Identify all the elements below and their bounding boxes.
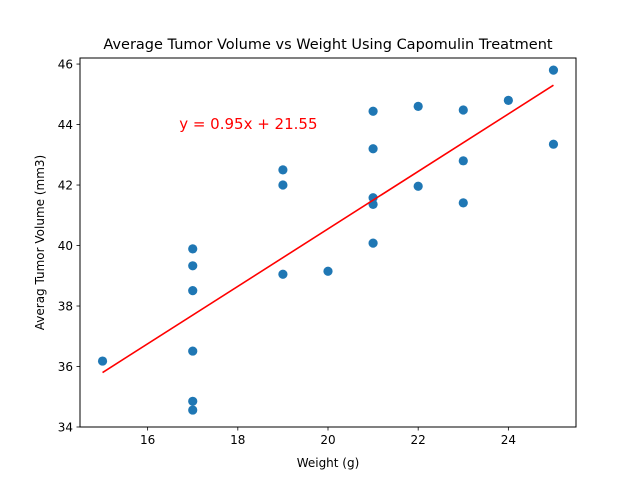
data-point — [413, 101, 423, 111]
data-point — [368, 193, 378, 203]
data-point — [368, 238, 378, 248]
data-point — [188, 285, 198, 296]
y-tick-label: 40 — [58, 239, 73, 253]
data-point — [188, 346, 198, 356]
data-point — [548, 139, 559, 149]
x-tick-label: 22 — [411, 433, 426, 447]
y-tick-label: 38 — [58, 299, 73, 313]
x-tick-label: 24 — [501, 433, 516, 447]
x-tick-label: 18 — [230, 433, 245, 447]
y-tick-label: 42 — [58, 178, 73, 192]
y-tick-label: 46 — [58, 57, 73, 71]
data-point — [188, 261, 198, 271]
y-tick-label: 36 — [58, 360, 73, 374]
data-point — [458, 198, 468, 208]
regression-line — [102, 84, 554, 374]
chart-title: Average Tumor Volume vs Weight Using Cap… — [103, 37, 553, 53]
data-point — [368, 144, 378, 154]
data-point — [188, 244, 198, 254]
data-point — [368, 106, 378, 116]
data-point — [458, 156, 468, 166]
data-point — [458, 105, 468, 115]
data-point — [97, 356, 108, 366]
x-axis: 16 18 20 22 24 — [140, 427, 516, 447]
data-point — [278, 269, 288, 279]
data-point — [323, 266, 333, 276]
data-point — [413, 181, 423, 191]
x-axis-label: Weight (g) — [297, 456, 360, 470]
y-axis-label: Averag Tumor Volume (mm3) — [33, 155, 47, 330]
data-point — [188, 396, 198, 406]
data-point — [278, 165, 288, 175]
y-tick-label: 44 — [58, 118, 73, 132]
data-point — [548, 65, 559, 75]
x-tick-label: 20 — [320, 433, 335, 447]
data-point — [188, 405, 198, 415]
data-point — [503, 95, 513, 105]
plot-area: y = 0.95x + 21.55 — [97, 65, 559, 415]
regression-equation-label: y = 0.95x + 21.55 — [179, 115, 317, 133]
y-tick-label: 34 — [58, 420, 73, 434]
x-tick-label: 16 — [140, 433, 155, 447]
data-point — [278, 180, 288, 190]
y-axis: 34 36 38 40 42 44 46 — [58, 57, 80, 434]
